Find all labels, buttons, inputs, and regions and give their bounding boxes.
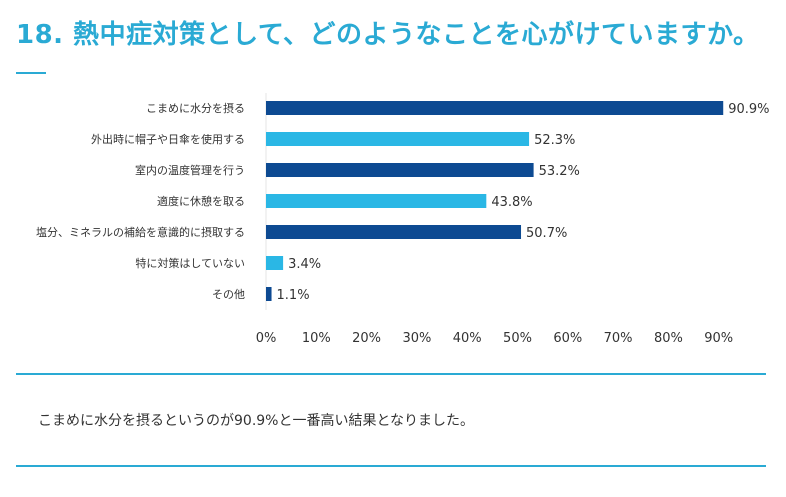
value-label: 53.2% bbox=[539, 164, 580, 179]
summary-text: こまめに水分を摂るというのが90.9%と一番高い結果となりました。 bbox=[38, 413, 475, 429]
category-label: 塩分、ミネラルの補給を意識的に摂取する bbox=[36, 225, 245, 239]
x-tick-label: 10% bbox=[302, 331, 331, 346]
value-label: 1.1% bbox=[277, 288, 310, 303]
x-tick-label: 90% bbox=[704, 331, 733, 346]
bar bbox=[266, 163, 534, 177]
divider-top bbox=[16, 373, 766, 375]
x-tick-label: 20% bbox=[352, 331, 381, 346]
bar bbox=[266, 287, 272, 301]
category-label: 外出時に帽子や日傘を使用する bbox=[91, 132, 245, 146]
bar bbox=[266, 101, 724, 115]
value-label: 52.3% bbox=[534, 133, 575, 148]
bar-chart: こまめに水分を摂る 90.9% 外出時に帽子や日傘を使用する 52.3% 室内の温度管理… bbox=[36, 93, 770, 346]
title-underline bbox=[16, 72, 46, 74]
bar bbox=[266, 225, 522, 239]
x-tick-label: 70% bbox=[604, 331, 633, 346]
x-tick-label: 30% bbox=[402, 331, 431, 346]
value-label: 3.4% bbox=[288, 257, 321, 272]
divider-bottom bbox=[16, 465, 766, 467]
category-label: こまめに水分を摂る bbox=[146, 101, 245, 115]
x-tick-label: 0% bbox=[256, 331, 277, 346]
bar bbox=[266, 132, 530, 146]
category-label: その他 bbox=[212, 288, 245, 301]
bar bbox=[266, 256, 284, 270]
chart-title: 18. 熱中症対策として、どのようなことを心がけていますか。 bbox=[16, 20, 760, 50]
x-tick-label: 60% bbox=[553, 331, 582, 346]
value-label: 90.9% bbox=[728, 102, 769, 117]
category-label: 室内の温度管理を行う bbox=[135, 163, 245, 177]
value-label: 50.7% bbox=[526, 226, 567, 241]
x-tick-label: 50% bbox=[503, 331, 532, 346]
x-tick-label: 40% bbox=[453, 331, 482, 346]
category-label: 適度に休憩を取る bbox=[157, 194, 245, 208]
bar bbox=[266, 194, 487, 208]
value-label: 43.8% bbox=[491, 195, 532, 210]
x-tick-label: 80% bbox=[654, 331, 683, 346]
category-label: 特に対策はしていない bbox=[135, 256, 245, 270]
